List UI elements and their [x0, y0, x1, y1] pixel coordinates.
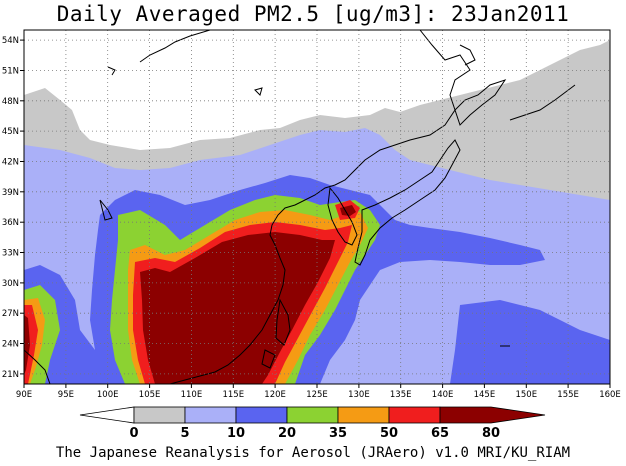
contour-80-plus	[24, 205, 356, 384]
colorbar-label: 50	[380, 426, 398, 441]
lon-tick-label: 120E	[264, 390, 286, 400]
lat-tick-label: 48N	[2, 97, 19, 107]
colorbar-swatch	[439, 406, 546, 424]
lon-tick-label: 115E	[222, 390, 244, 400]
colorbar-swatch	[133, 406, 186, 424]
colorbar-label: 35	[329, 426, 347, 441]
colorbar-label: 80	[482, 426, 500, 441]
lat-tick-label: 42N	[2, 158, 19, 168]
coastlines	[24, 30, 576, 384]
colorbar-swatch	[286, 406, 339, 424]
map-title: Daily Averaged PM2.5 [ug/m3]: 23Jan2011	[56, 2, 570, 26]
colorbar-label: 5	[180, 426, 189, 441]
lon-tick-label: 95E	[58, 390, 74, 400]
axis-ticks	[20, 39, 611, 388]
lon-tick-labels: 90E 95E 100E 105E 110E 115E 120E 125E 13…	[16, 390, 621, 400]
colorbar-swatch	[184, 406, 237, 424]
colorbar-label: 10	[227, 426, 245, 441]
lat-tick-label: 33N	[2, 249, 19, 259]
lat-tick-label: 51N	[2, 67, 19, 77]
lon-tick-label: 90E	[16, 390, 32, 400]
lon-tick-label: 155E	[557, 390, 579, 400]
lon-tick-label: 125E	[306, 390, 328, 400]
lat-tick-label: 21N	[2, 370, 19, 380]
lon-tick-label: 135E	[390, 390, 412, 400]
lat-tick-label: 54N	[2, 36, 19, 46]
colorbar-swatch	[79, 406, 135, 424]
colorbar-labels: 0 5 10 20 35 50 65 80	[129, 426, 500, 441]
lon-tick-label: 105E	[139, 390, 161, 400]
colorbar-swatch	[388, 406, 441, 424]
lat-tick-label: 24N	[2, 340, 19, 350]
colorbar-swatch	[235, 406, 288, 424]
lon-tick-label: 145E	[474, 390, 496, 400]
lon-tick-label: 130E	[348, 390, 370, 400]
lon-tick-label: 140E	[432, 390, 454, 400]
colorbar-label: 20	[278, 426, 296, 441]
lat-tick-label: 45N	[2, 127, 19, 137]
lat-lon-grid	[24, 30, 610, 384]
credit-line: The Japanese Reanalysis for Aerosol (JRA…	[55, 445, 571, 461]
lat-tick-label: 36N	[2, 218, 19, 228]
lat-tick-label: 27N	[2, 309, 19, 319]
lon-tick-label: 100E	[97, 390, 119, 400]
colorbar-label: 0	[129, 426, 138, 441]
lon-tick-label: 150E	[515, 390, 537, 400]
lat-tick-label: 30N	[2, 279, 19, 289]
colorbar-swatch	[337, 406, 390, 424]
lon-tick-label: 110E	[181, 390, 203, 400]
colorbar	[79, 406, 546, 424]
lon-tick-label: 160E	[599, 390, 621, 400]
lat-tick-label: 39N	[2, 188, 19, 198]
colorbar-label: 65	[431, 426, 449, 441]
lat-tick-labels: 54N 51N 48N 45N 42N 39N 36N 33N 30N 27N …	[2, 36, 19, 380]
